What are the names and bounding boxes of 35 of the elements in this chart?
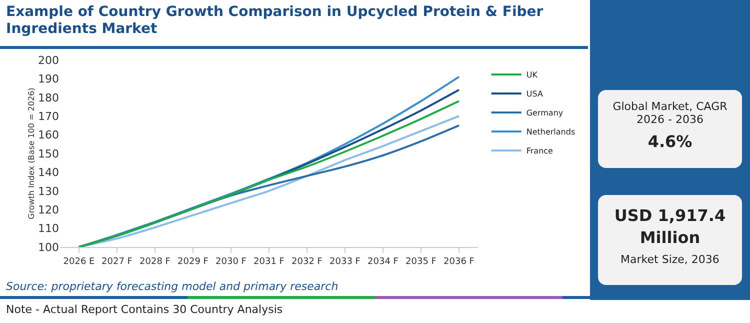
y-tick-label: 200 — [38, 54, 59, 67]
text: USD 1,917.4 Million — [613, 205, 727, 249]
legend-label: USA — [526, 90, 544, 99]
text: 4.6% — [646, 132, 694, 151]
x-tick-label: 2036 F — [444, 256, 474, 267]
x-tick-label: 2033 F — [330, 256, 360, 267]
y-axis-title: Growth Index (Base 100 = 2026) — [27, 88, 36, 220]
y-tick-label: 160 — [38, 128, 59, 142]
legend-label: Netherlands — [526, 128, 576, 137]
x-tick-label: 2027 F — [102, 256, 132, 267]
x-tick-label: 2028 F — [140, 256, 170, 267]
text: Note - Actual Report Contains 30 Country Analysis — [6, 303, 283, 316]
source-note: Source: proprietary forecasting model and primary research — [6, 280, 338, 293]
x-tick-label: 2032 F — [292, 256, 322, 267]
x-tick-label: 2035 F — [406, 256, 436, 267]
x-tick-label: 2034 F — [368, 256, 398, 267]
x-tick-label: 2029 F — [178, 256, 208, 267]
y-tick-label: 100 — [38, 240, 59, 254]
text: Global Market, CAGR 2026 - 2036 — [612, 99, 728, 126]
y-tick-label: 110 — [38, 222, 59, 236]
x-tick-label: 2031 F — [254, 256, 284, 267]
y-tick-label: 140 — [38, 166, 59, 180]
legend-label: Germany — [526, 108, 564, 118]
y-tick-label: 120 — [38, 203, 59, 216]
x-tick-label: 2030 F — [216, 256, 246, 267]
y-tick-label: 150 — [38, 147, 59, 160]
y-tick-label: 130 — [38, 184, 59, 198]
legend-label: France — [526, 146, 554, 156]
y-tick-label: 190 — [38, 72, 59, 86]
y-tick-label: 170 — [38, 110, 59, 123]
text: Market Size, 2036 — [620, 253, 720, 266]
y-tick-label: 180 — [38, 91, 59, 104]
x-tick-label: 2026 E — [63, 256, 96, 267]
legend-label: UK — [526, 70, 538, 80]
chart-title: Example of Country Growth Comparison in Upcycled Protein & Fiber Ingredients Market — [6, 4, 544, 38]
